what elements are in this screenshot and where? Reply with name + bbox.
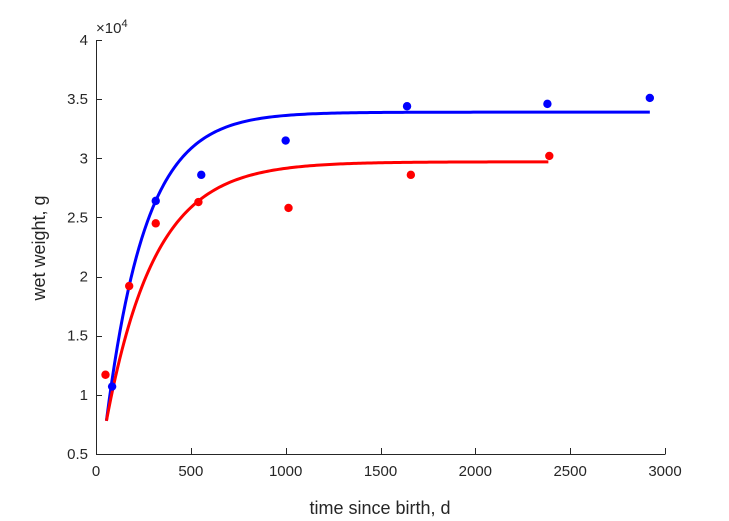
y-ticks: 0.5 1 1.5 2 2.5 3 3.5 4	[67, 32, 102, 463]
data-point-series-1	[545, 151, 554, 161]
data-point-series-1	[284, 203, 293, 213]
y-multiplier-exponent: 4	[121, 18, 127, 30]
y-tick-label: 2	[80, 269, 88, 286]
data-point-series-0	[197, 170, 206, 180]
data-point-series-1	[101, 370, 110, 379]
axes	[96, 40, 666, 455]
data-point-series-0	[543, 99, 552, 109]
data-point-series-0	[281, 136, 290, 145]
data-point-series-0	[151, 196, 160, 206]
x-tick-label: 3000	[648, 463, 681, 480]
data-point-series-0	[645, 93, 655, 103]
data-point-series-1	[406, 170, 416, 180]
fit-curve-series-0	[104, 110, 650, 422]
data-point-series-0	[107, 382, 117, 391]
x-tick-label: 2000	[459, 463, 492, 480]
y-tick-label: 1.5	[67, 328, 88, 345]
data-point-series-0	[402, 102, 412, 111]
y-tick-label: 2.5	[67, 209, 88, 226]
data-point-series-1	[194, 197, 203, 207]
x-tick-label: 2500	[553, 463, 586, 480]
x-ticks: 0 500 1000 1500 2000 2500 3000	[92, 448, 682, 480]
x-tick-label: 0	[92, 463, 100, 480]
x-tick-label: 1000	[269, 463, 302, 480]
fit-curves	[104, 110, 650, 422]
y-tick-label: 4	[80, 32, 88, 49]
y-tick-label: 3.5	[67, 91, 88, 108]
y-axis-label: wet weight, g	[29, 195, 49, 301]
fit-curve-series-1	[104, 160, 549, 422]
y-tick-label: 1	[80, 387, 88, 404]
data-point-series-1	[124, 281, 134, 291]
data-point-series-1	[151, 219, 160, 228]
x-axis-label: time since birth, d	[309, 498, 450, 518]
x-tick-label: 500	[178, 463, 203, 480]
y-tick-label: 3	[80, 150, 88, 167]
y-multiplier: ×104	[96, 18, 128, 37]
y-tick-label: 0.5	[67, 446, 88, 463]
data-points	[101, 93, 655, 391]
x-tick-label: 1500	[364, 463, 397, 480]
